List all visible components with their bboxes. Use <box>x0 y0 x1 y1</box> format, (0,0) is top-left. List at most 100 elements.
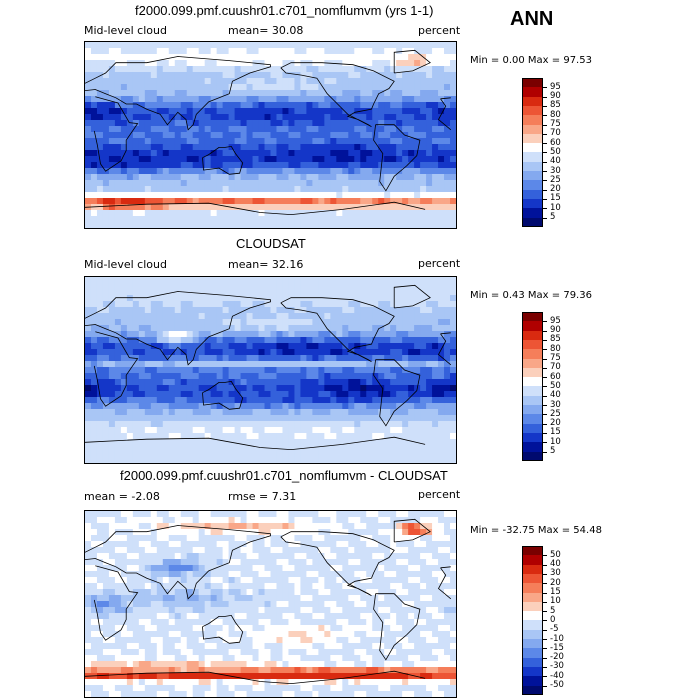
contour-cell <box>450 601 456 608</box>
contour-cell <box>162 319 170 326</box>
contour-cell <box>354 289 361 296</box>
contour-cell <box>324 361 331 368</box>
contour-cell <box>360 48 367 55</box>
contour-cell <box>354 307 361 314</box>
contour-cell <box>300 355 307 362</box>
contour-cell <box>306 373 313 380</box>
contour-cell <box>162 96 170 103</box>
contour-cell <box>210 427 218 434</box>
contour-cell <box>198 595 206 602</box>
contour-cell <box>438 210 445 217</box>
contour-cell <box>156 78 164 85</box>
contour-cell <box>246 385 254 392</box>
contour-cell <box>312 385 319 392</box>
contour-cell <box>258 150 266 157</box>
contour-cell <box>192 277 200 284</box>
contour-cell <box>390 114 397 121</box>
contour-cell <box>138 120 146 127</box>
contour-cell <box>150 216 158 223</box>
contour-cell <box>378 283 385 290</box>
contour-cell <box>288 289 296 296</box>
contour-cell <box>300 313 307 320</box>
contour-cell <box>150 367 158 374</box>
contour-cell <box>132 319 140 326</box>
contour-cell <box>168 156 176 163</box>
contour-cell <box>324 90 331 97</box>
contour-cell <box>150 457 158 463</box>
contour-cell <box>180 367 188 374</box>
contour-cell <box>258 168 266 175</box>
contour-cell <box>108 96 116 103</box>
contour-cell <box>348 565 355 572</box>
contour-cell <box>354 385 361 392</box>
contour-cell <box>162 433 170 440</box>
contour-cell <box>228 583 236 590</box>
contour-cell <box>108 451 116 458</box>
contour-cell <box>360 403 367 410</box>
contour-cell <box>85 373 92 380</box>
contour-cell <box>288 180 296 187</box>
contour-cell <box>150 301 158 308</box>
contour-cell <box>204 301 212 308</box>
contour-cell <box>396 66 403 73</box>
contour-cell <box>210 180 218 187</box>
contour-cell <box>282 517 290 524</box>
contour-cell <box>90 529 98 536</box>
contour-cell <box>420 204 427 211</box>
contour-cell <box>216 361 224 368</box>
contour-cell <box>126 421 134 428</box>
contour-cell <box>186 210 194 217</box>
contour-cell <box>222 325 230 332</box>
contour-cell <box>432 517 439 524</box>
contour-cell <box>384 349 391 356</box>
contour-cell <box>378 48 385 55</box>
contour-cell <box>282 601 290 608</box>
contour-cell <box>330 325 337 332</box>
contour-cell <box>450 451 456 458</box>
contour-cell <box>114 102 122 109</box>
contour-cell <box>132 337 140 344</box>
contour-cell <box>324 451 331 458</box>
contour-cell <box>204 72 212 79</box>
contour-cell <box>126 162 134 169</box>
contour-cell <box>240 361 248 368</box>
contour-cell <box>96 114 104 121</box>
contour-cell <box>234 367 242 374</box>
contour-cell <box>390 541 397 548</box>
contour-cell <box>144 216 152 223</box>
contour-cell <box>354 72 361 79</box>
contour-cell <box>144 108 152 115</box>
contour-cell <box>198 421 206 428</box>
contour-cell <box>294 451 302 458</box>
contour-cell <box>426 132 433 139</box>
contour-cell <box>132 295 140 302</box>
contour-cell <box>294 210 302 217</box>
contour-cell <box>372 445 379 452</box>
contour-cell <box>114 541 122 548</box>
contour-cell <box>102 451 110 458</box>
contour-cell <box>342 198 349 205</box>
contour-cell <box>270 144 278 151</box>
contour-cell <box>306 72 313 79</box>
contour-cell <box>96 445 104 452</box>
contour-cell <box>138 307 146 314</box>
contour-cell <box>450 108 456 115</box>
contour-cell <box>384 216 391 223</box>
contour-cell <box>342 541 349 548</box>
contour-cell <box>336 523 343 530</box>
contour-cell <box>306 523 313 530</box>
contour-cell <box>234 457 242 463</box>
contour-cell <box>306 78 313 85</box>
contour-cell <box>150 60 158 67</box>
contour-cell <box>138 325 146 332</box>
contour-cell <box>324 433 331 440</box>
contour-cell <box>444 343 451 350</box>
contour-cell <box>402 583 409 590</box>
contour-cell <box>114 108 122 115</box>
contour-cell <box>294 102 302 109</box>
contour-cell <box>162 60 170 67</box>
contour-cell <box>360 132 367 139</box>
contour-cell <box>174 439 182 446</box>
contour-cell <box>228 571 236 578</box>
contour-cell <box>120 373 128 380</box>
